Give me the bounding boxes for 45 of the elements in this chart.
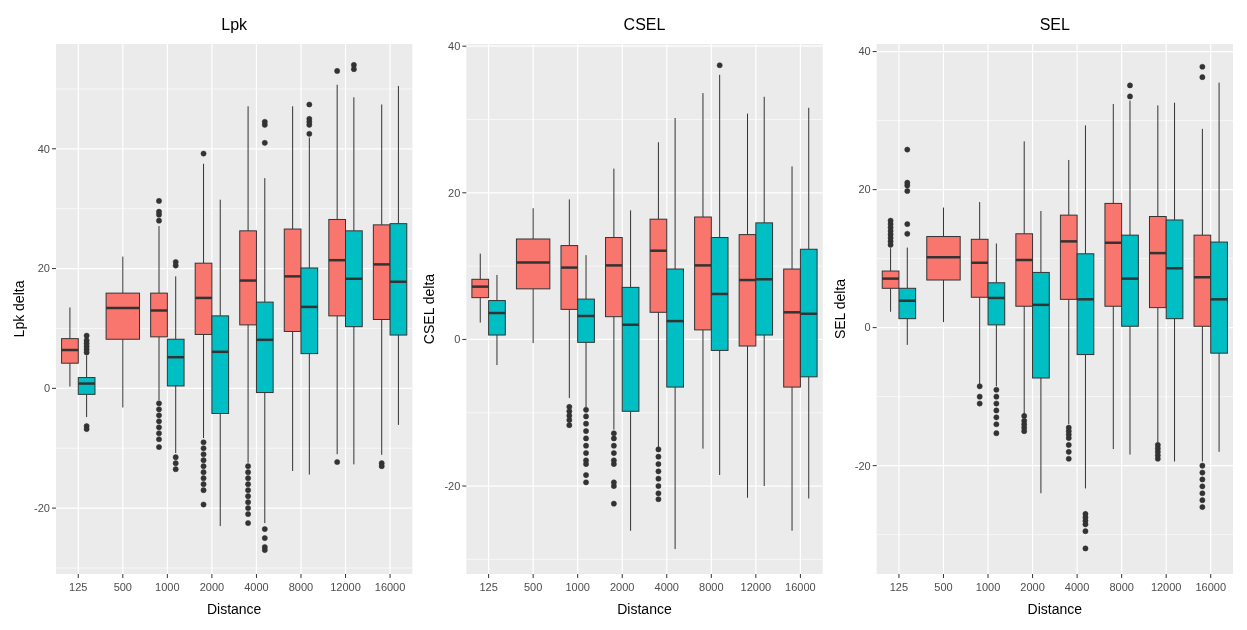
x-tick-label: 16000	[374, 581, 406, 593]
x-tick-label: 4000	[654, 581, 680, 593]
x-tick-label: 8000	[699, 581, 724, 593]
x-tick-label: 2000	[1020, 581, 1045, 593]
y-tick-label: -20	[854, 459, 871, 472]
x-tick-label: 500	[523, 581, 543, 593]
x-tick-label: 2000	[609, 581, 635, 593]
x-tick-label: 125	[479, 581, 498, 593]
x-tick-label: 8000	[288, 581, 314, 593]
x-tick-label: 12000	[1150, 581, 1182, 593]
x-axis-title: Distance	[617, 601, 672, 617]
y-tick-label: 20	[37, 262, 50, 275]
x-tick-label: 8000	[1109, 581, 1134, 593]
x-tick-label: 16000	[785, 581, 816, 593]
x-axis-title: Distance	[1027, 601, 1083, 617]
x-tick-label: 4000	[244, 581, 269, 593]
chart-title: CSEL	[623, 16, 666, 33]
y-tick-label: 0	[454, 333, 461, 346]
y-tick-label: 40	[37, 142, 50, 155]
y-axis-title: CSEL delta	[421, 273, 438, 345]
x-tick-label: 125	[69, 581, 88, 593]
x-tick-label: 12000	[740, 581, 772, 593]
y-tick-label: 0	[43, 382, 50, 395]
y-tick-label: -20	[444, 479, 461, 492]
y-axis-title: SEL delta	[831, 278, 848, 340]
y-tick-label: 40	[448, 40, 461, 53]
x-tick-label: 16000	[1195, 581, 1227, 593]
x-tick-label: 1000	[565, 581, 590, 593]
y-tick-label: 0	[864, 321, 871, 334]
y-tick-label: 20	[858, 183, 871, 196]
chart-title: Lpk	[221, 16, 249, 33]
x-axis-title: Distance	[206, 601, 262, 617]
x-tick-label: 500	[113, 581, 132, 593]
chart-title: SEL	[1039, 16, 1071, 33]
x-tick-label: 1000	[975, 581, 1001, 593]
y-tick-label: 20	[448, 186, 461, 199]
x-tick-label: 500	[934, 581, 953, 593]
x-tick-label: 4000	[1064, 581, 1090, 593]
y-tick-label: 40	[858, 45, 871, 58]
x-tick-label: 1000	[155, 581, 180, 593]
x-tick-label: 12000	[330, 581, 361, 593]
y-axis-title: Lpk delta	[11, 280, 27, 338]
x-tick-label: 125	[889, 581, 909, 593]
y-tick-label: -20	[34, 501, 50, 514]
x-tick-label: 2000	[199, 581, 225, 593]
